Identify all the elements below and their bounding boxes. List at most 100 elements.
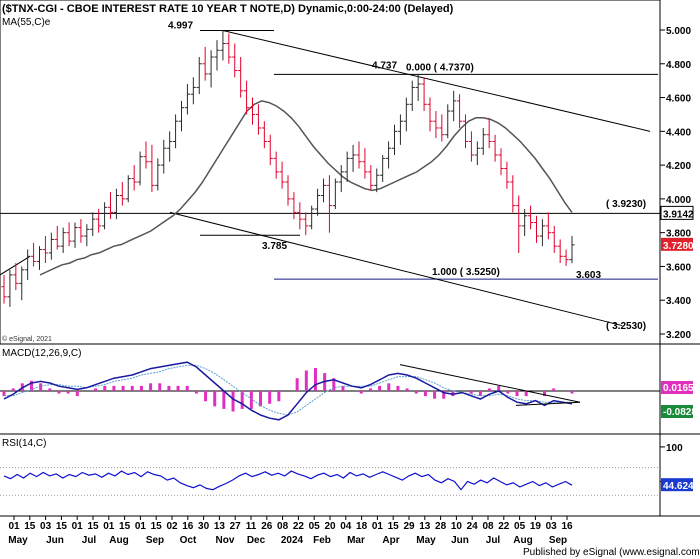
rsi-value-label: 44.6247	[663, 481, 700, 492]
candle	[96, 209, 102, 233]
candle	[362, 148, 368, 179]
candle	[143, 141, 149, 169]
ma55-line	[39, 100, 573, 276]
candle	[385, 141, 392, 169]
candle	[451, 90, 457, 122]
candle	[510, 175, 516, 213]
candle	[468, 131, 475, 162]
x-tick-day-label: 15	[56, 521, 68, 532]
x-month-label: Sep	[549, 535, 567, 546]
candle	[202, 46, 208, 81]
candle	[273, 151, 279, 179]
price-tick-label: 5.000	[666, 26, 691, 37]
price-tick-label: 3.800	[666, 229, 691, 240]
x-tick-day-label: 08	[277, 521, 289, 532]
macd-trendline-upper	[399, 364, 581, 403]
candle	[303, 212, 309, 236]
price-tick-label: 4.200	[666, 161, 691, 172]
candle	[1, 274, 7, 304]
candle	[66, 222, 72, 247]
x-tick-day-label: 24	[467, 521, 479, 532]
x-tick-day-label: 03	[546, 521, 558, 532]
level-3914-box-label: 3.9142	[663, 209, 694, 220]
annotation-3253: ( 3.2530)	[606, 321, 646, 332]
x-tick-day-label: 28	[435, 521, 447, 532]
channel-upper-line	[222, 30, 651, 132]
macd-label: MACD(12,26,9,C)	[2, 348, 81, 359]
candle	[326, 175, 333, 233]
candle	[25, 249, 31, 280]
x-tick-day-label: 04	[340, 521, 352, 532]
x-tick-day-label: 01	[72, 521, 84, 532]
x-tick-day-label: 10	[451, 521, 463, 532]
candle	[533, 215, 540, 243]
price-layer: 5.000 4.800 4.600 4.400 4.200 4.000 3.800 3.600…	[0, 21, 694, 341]
candle	[101, 202, 108, 230]
x-tick-day-label: 03	[40, 521, 52, 532]
candle	[350, 144, 356, 172]
candle	[13, 263, 19, 291]
candle	[72, 222, 78, 248]
x-tick-day-label: 16	[561, 521, 573, 532]
candle	[527, 205, 534, 230]
macd-value-box	[661, 381, 693, 394]
last-price-box	[661, 237, 693, 251]
x-tick-day-label: 01	[372, 521, 384, 532]
candle	[368, 165, 374, 191]
rsi-line	[3, 470, 573, 491]
price-tick-label: 4.600	[666, 94, 691, 105]
candle	[90, 212, 96, 237]
candle	[255, 104, 262, 135]
x-month-label: Dec	[247, 535, 266, 546]
chart-title: ($TNX-CGI - CBOE INTEREST RATE 10 YEAR T…	[2, 3, 454, 15]
macd-line	[3, 361, 573, 421]
candle	[415, 74, 421, 101]
candle	[36, 246, 43, 270]
annotation-low: 3.785	[262, 241, 287, 252]
x-month-label: Jul	[486, 535, 501, 546]
candle	[338, 165, 344, 193]
x-tick-day-label: 30	[198, 521, 210, 532]
candle	[314, 188, 321, 216]
candle	[397, 114, 404, 145]
x-tick-day-label: 05	[309, 521, 321, 532]
x-tick-day-label: 20	[324, 521, 336, 532]
last-price-box-label: 3.7280	[663, 241, 694, 252]
x-tick-day-label: 26	[261, 521, 273, 532]
candle	[149, 144, 155, 193]
x-tick-day-label: 01	[135, 521, 147, 532]
x-month-label: May	[8, 535, 28, 546]
candle	[309, 205, 315, 230]
candle	[456, 94, 463, 128]
candle	[569, 236, 575, 264]
x-month-label: Jul	[82, 535, 97, 546]
candle	[19, 266, 25, 301]
x-month-label: 2024	[281, 535, 304, 546]
price-tick-label: 3.600	[666, 262, 691, 273]
x-tick-day-label: 15	[388, 521, 400, 532]
candle	[557, 239, 563, 264]
candle	[220, 30, 226, 61]
candle	[243, 80, 250, 115]
candle	[60, 227, 66, 253]
x-month-label: May	[416, 535, 436, 546]
candle	[167, 131, 173, 162]
ma-label: MA(55,C)e	[2, 17, 51, 28]
channel-lower-line	[169, 211, 623, 327]
candle	[261, 121, 267, 149]
x-month-label: Aug	[109, 535, 128, 546]
x-month-label: Apr	[382, 535, 399, 546]
x-month-label: Mar	[347, 535, 365, 546]
x-month-label: Sep	[146, 535, 164, 546]
candle	[563, 249, 569, 266]
x-tick-day-label: 16	[182, 521, 194, 532]
macd-signal-line	[4, 364, 572, 416]
candle	[539, 219, 546, 247]
x-tick-day-label: 15	[87, 521, 99, 532]
x-tick-day-label: 01	[8, 521, 20, 532]
candle	[492, 134, 498, 162]
candle	[214, 40, 220, 71]
x-tick-day-label: 13	[419, 521, 431, 532]
x-tick-day-label: 29	[403, 521, 415, 532]
candle	[161, 139, 167, 174]
